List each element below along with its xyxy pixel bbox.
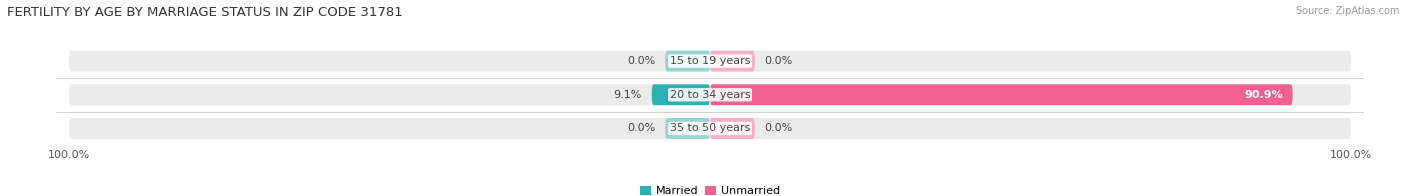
- Text: 90.9%: 90.9%: [1244, 90, 1284, 100]
- FancyBboxPatch shape: [665, 118, 710, 139]
- FancyBboxPatch shape: [69, 118, 1351, 139]
- Text: 0.0%: 0.0%: [765, 123, 793, 133]
- Text: FERTILITY BY AGE BY MARRIAGE STATUS IN ZIP CODE 31781: FERTILITY BY AGE BY MARRIAGE STATUS IN Z…: [7, 6, 402, 19]
- Text: 9.1%: 9.1%: [613, 90, 643, 100]
- FancyBboxPatch shape: [710, 118, 755, 139]
- FancyBboxPatch shape: [665, 51, 710, 72]
- FancyBboxPatch shape: [69, 51, 1351, 72]
- Text: 15 to 19 years: 15 to 19 years: [669, 56, 751, 66]
- Legend: Married, Unmarried: Married, Unmarried: [636, 181, 785, 196]
- Text: Source: ZipAtlas.com: Source: ZipAtlas.com: [1295, 6, 1399, 16]
- FancyBboxPatch shape: [652, 84, 710, 105]
- Text: 20 to 34 years: 20 to 34 years: [669, 90, 751, 100]
- Text: 0.0%: 0.0%: [627, 56, 655, 66]
- FancyBboxPatch shape: [69, 84, 1351, 105]
- FancyBboxPatch shape: [710, 51, 755, 72]
- Text: 35 to 50 years: 35 to 50 years: [669, 123, 751, 133]
- Text: 0.0%: 0.0%: [627, 123, 655, 133]
- FancyBboxPatch shape: [710, 84, 1292, 105]
- Text: 0.0%: 0.0%: [765, 56, 793, 66]
